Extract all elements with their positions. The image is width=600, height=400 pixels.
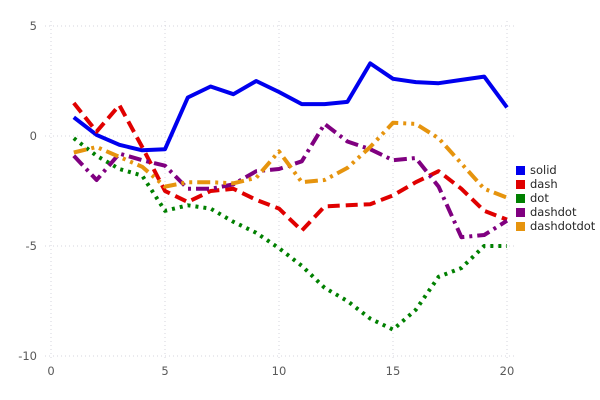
y-tick-label: 5 bbox=[30, 19, 37, 33]
x-tick-label: 20 bbox=[500, 364, 515, 378]
legend-label-solid: solid bbox=[530, 162, 557, 177]
y-tick-label: -10 bbox=[18, 349, 37, 363]
series-line-dash bbox=[72, 101, 508, 233]
series-line-dashdot bbox=[72, 121, 509, 240]
series-lines bbox=[72, 61, 509, 332]
legend-label-dot: dot bbox=[530, 190, 549, 205]
x-tick-label: 10 bbox=[272, 364, 287, 378]
legend-item-dash: dash bbox=[516, 177, 595, 191]
legend-label-dashdotdot: dashdotdot bbox=[530, 219, 596, 234]
legend-item-dot: dot bbox=[516, 191, 595, 205]
legend: solid dash dot dashdot dashdotdot bbox=[516, 163, 595, 234]
y-tick-label: 0 bbox=[30, 129, 37, 143]
legend-swatch-dashdot bbox=[516, 208, 525, 218]
legend-item-dashdotdot: dashdotdot bbox=[516, 220, 595, 234]
y-tick-labels: 5 0 -5 -10 bbox=[18, 19, 37, 363]
legend-swatch-solid bbox=[516, 165, 525, 175]
legend-item-dashdot: dashdot bbox=[516, 206, 595, 220]
y-tick-label: -5 bbox=[26, 239, 37, 253]
x-tick-label: 5 bbox=[161, 364, 168, 378]
legend-label-dash: dash bbox=[530, 176, 558, 191]
legend-swatch-dash bbox=[516, 179, 525, 189]
legend-swatch-dot bbox=[516, 193, 525, 203]
series-line-solid bbox=[72, 61, 509, 153]
series-line-dashdotdot bbox=[73, 120, 508, 200]
x-tick-labels: 0 5 10 15 20 bbox=[47, 364, 514, 378]
gridlines bbox=[45, 21, 514, 359]
legend-item-solid: solid bbox=[516, 163, 595, 177]
legend-swatch-dashdotdot bbox=[516, 222, 525, 232]
legend-label-dashdot: dashdot bbox=[530, 205, 577, 220]
x-tick-label: 0 bbox=[47, 364, 54, 378]
x-tick-label: 15 bbox=[386, 364, 401, 378]
